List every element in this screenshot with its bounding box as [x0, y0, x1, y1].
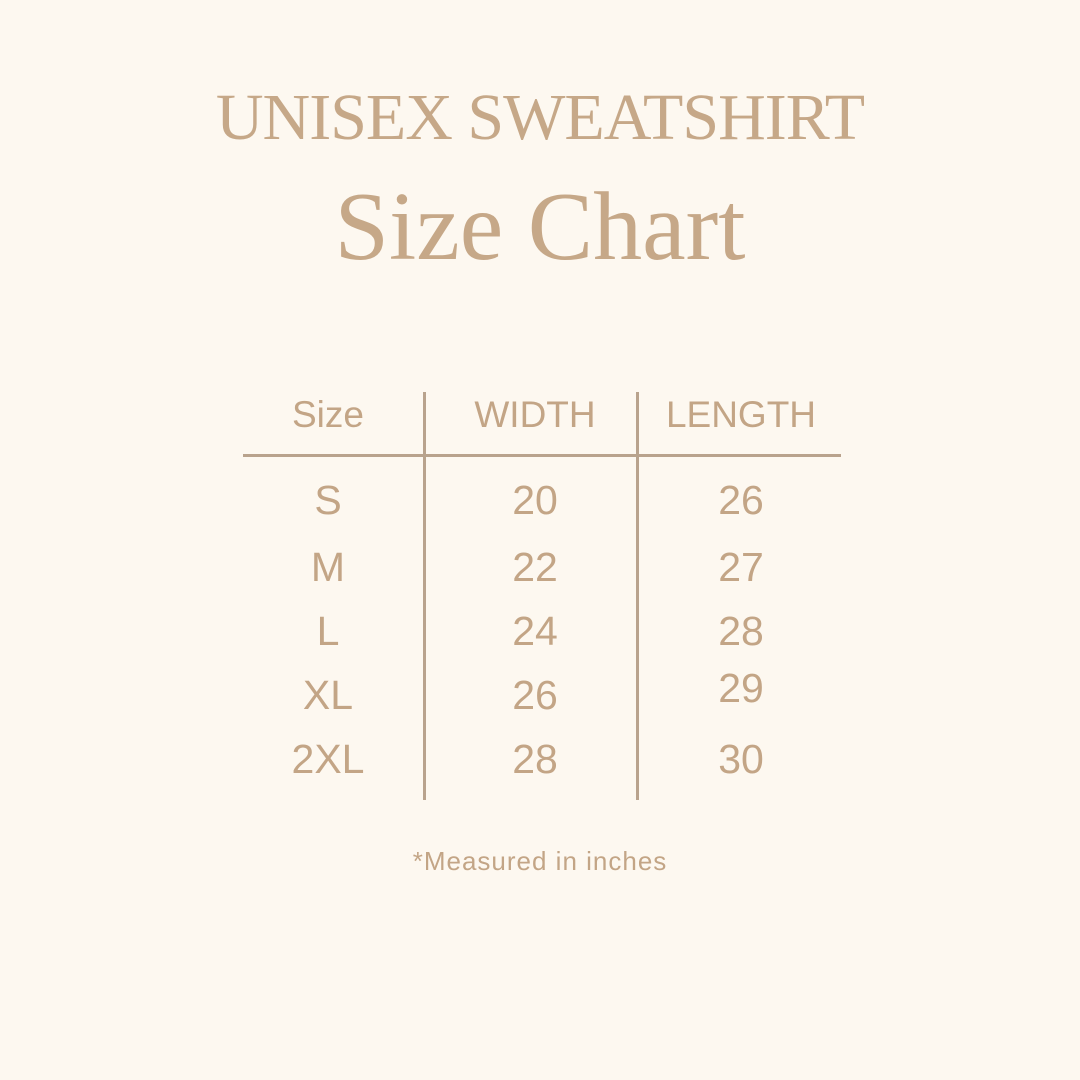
size-cell: S: [314, 477, 342, 523]
column-divider: [636, 392, 639, 800]
width-cell: 22: [512, 544, 558, 590]
size-cell: 2XL: [291, 736, 365, 782]
length-cell: 30: [718, 736, 764, 782]
size-cell: L: [316, 608, 340, 654]
column-divider: [423, 392, 426, 800]
length-cell: 28: [718, 608, 764, 654]
chart-title: Size Chart: [334, 173, 746, 281]
width-cell: 26: [512, 672, 558, 718]
product-title: UNISEX SWEATSHIRT: [215, 81, 865, 154]
footnote: *Measured in inches: [412, 846, 668, 876]
length-cell: 27: [718, 544, 764, 590]
header-width: WIDTH: [474, 394, 596, 435]
width-cell: 28: [512, 736, 558, 782]
size-cell: XL: [302, 672, 354, 718]
header-length: LENGTH: [665, 394, 817, 435]
width-cell: 24: [512, 608, 558, 654]
header-divider: [243, 454, 841, 457]
size-cell: M: [310, 544, 346, 590]
length-cell: 29: [718, 665, 764, 711]
width-cell: 20: [512, 477, 558, 523]
length-cell: 26: [718, 477, 764, 523]
header-size: Size: [292, 394, 364, 435]
